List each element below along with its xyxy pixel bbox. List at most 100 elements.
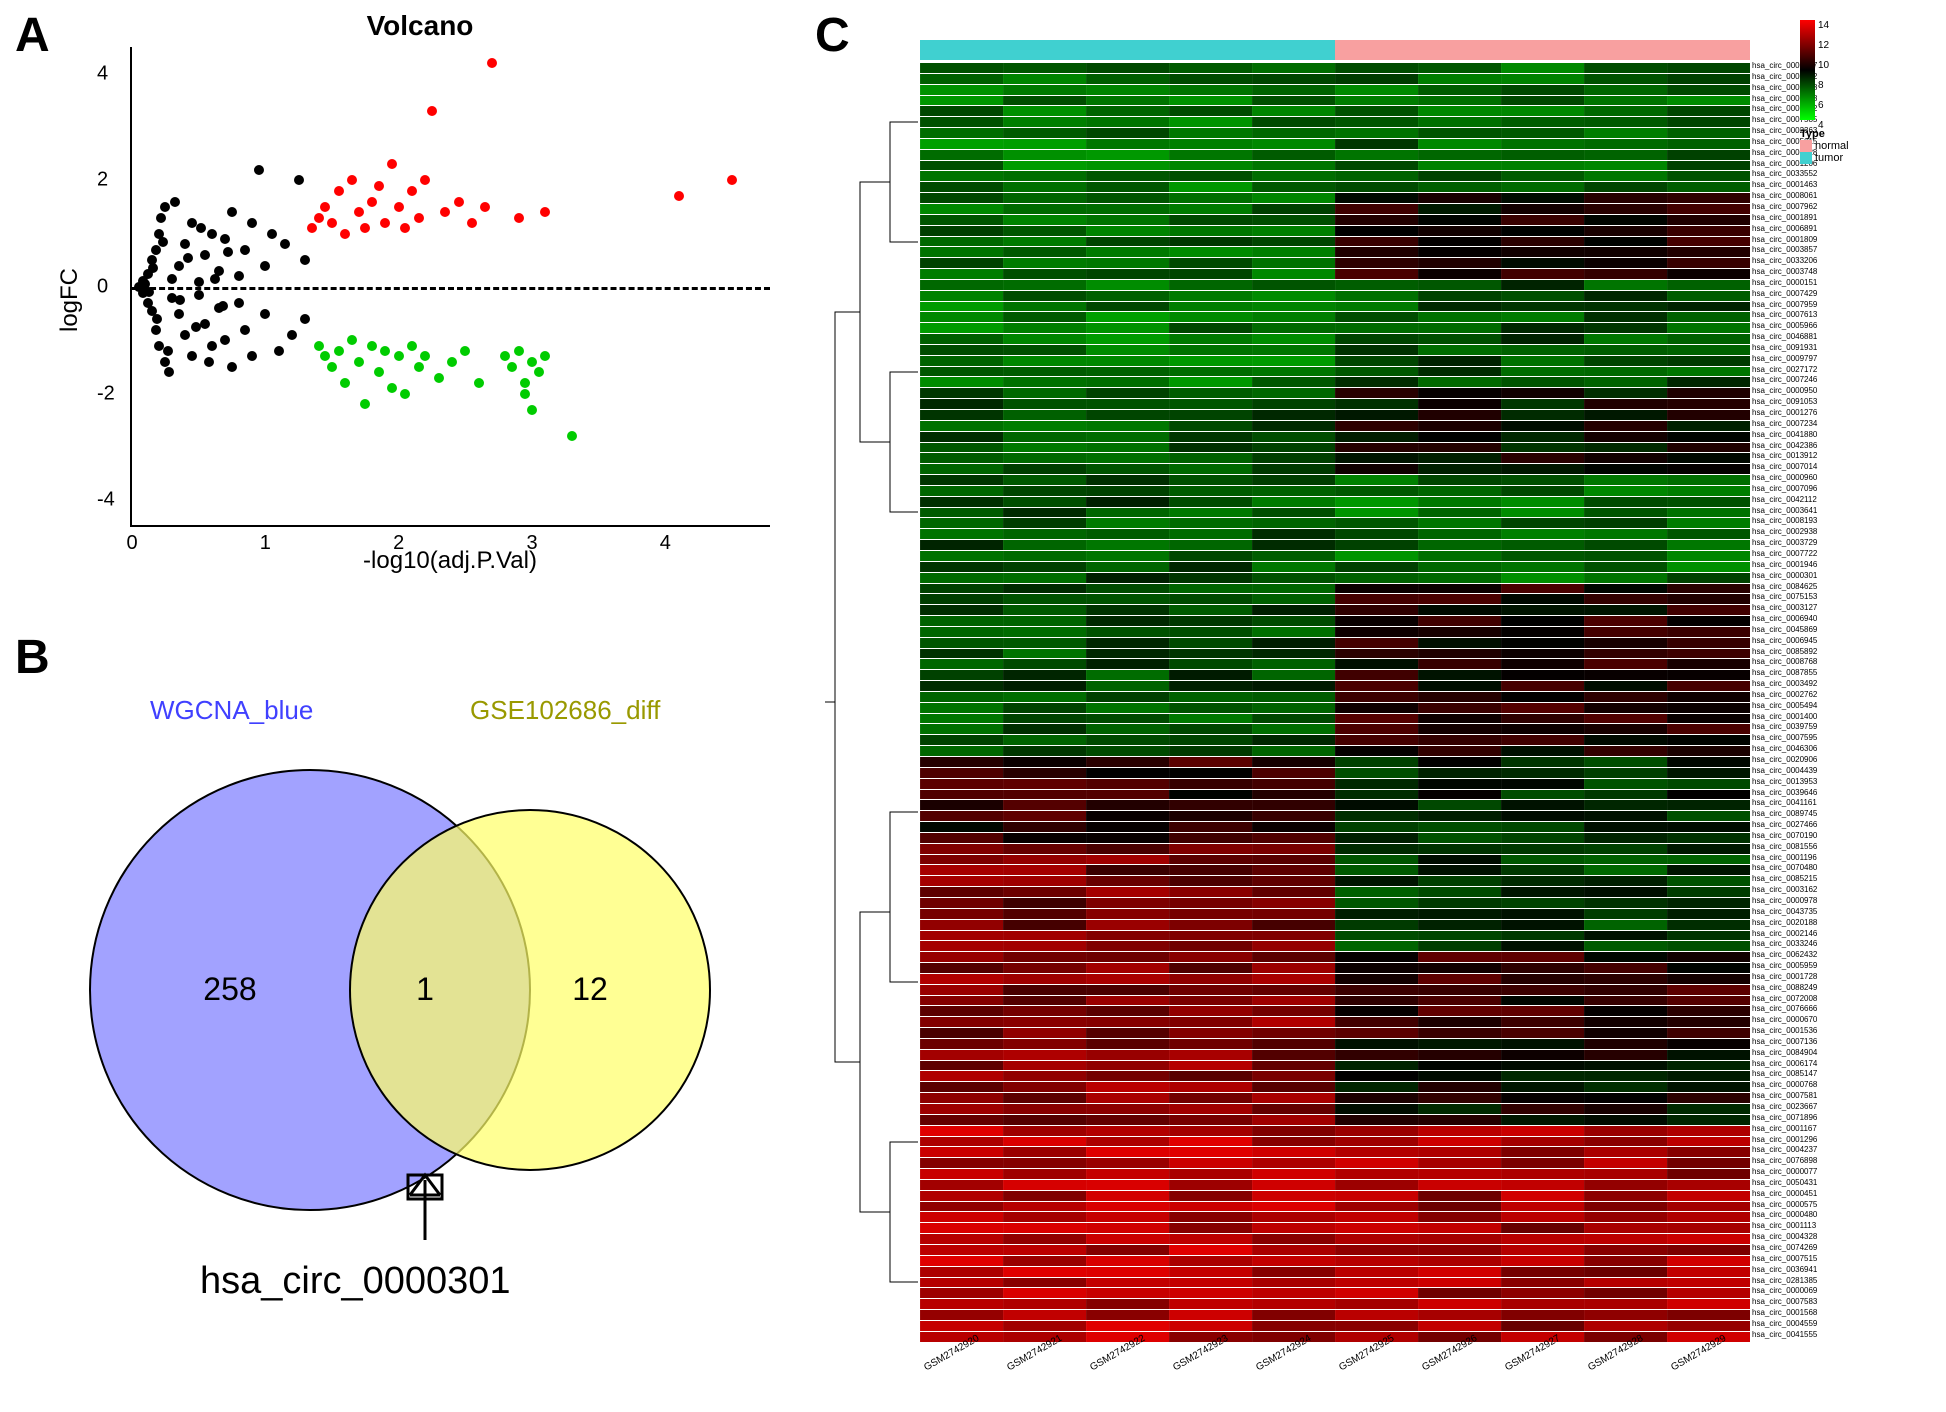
heatmap-cell <box>1086 887 1169 897</box>
heatmap-row <box>920 680 1750 691</box>
volcano-point <box>267 229 277 239</box>
heatmap-row <box>920 1070 1750 1081</box>
heatmap-cell <box>1252 421 1335 431</box>
heatmap-cell <box>1501 963 1584 973</box>
heatmap-cell <box>1584 1310 1667 1320</box>
heatmap-cell <box>1667 258 1750 268</box>
heatmap-cell <box>1086 204 1169 214</box>
row-label: hsa_circ_0075153 <box>1752 593 1882 604</box>
volcano-point <box>280 239 290 249</box>
heatmap-cell <box>1003 985 1086 995</box>
volcano-point <box>240 245 250 255</box>
heatmap-cell <box>1086 562 1169 572</box>
heatmap-cell <box>1252 627 1335 637</box>
heatmap-cell <box>1584 1180 1667 1190</box>
heatmap-cell <box>1252 1310 1335 1320</box>
heatmap-cell <box>1003 779 1086 789</box>
heatmap-cell <box>1169 161 1252 171</box>
row-label: hsa_circ_0001891 <box>1752 214 1882 225</box>
heatmap-cell <box>1252 1245 1335 1255</box>
heatmap-row <box>920 73 1750 84</box>
row-label: hsa_circ_0006945 <box>1752 637 1882 648</box>
y-tick: 2 <box>97 169 108 192</box>
heatmap-cell <box>920 171 1003 181</box>
row-label: hsa_circ_0004559 <box>1752 1320 1882 1331</box>
row-label: hsa_circ_0001536 <box>1752 1027 1882 1038</box>
heatmap-cell <box>1252 790 1335 800</box>
heatmap-cell <box>1169 833 1252 843</box>
heatmap-cell <box>1252 584 1335 594</box>
volcano-point <box>367 197 377 207</box>
heatmap-cell <box>1003 735 1086 745</box>
heatmap-cell <box>920 237 1003 247</box>
row-label: hsa_circ_0006174 <box>1752 1060 1882 1071</box>
heatmap-cell <box>1086 182 1169 192</box>
heatmap-cell <box>1086 1267 1169 1277</box>
heatmap-cell <box>1252 182 1335 192</box>
heatmap-cell <box>1418 1104 1501 1114</box>
heatmap-cell <box>1086 540 1169 550</box>
heatmap-cell <box>1169 1082 1252 1092</box>
heatmap-cell <box>1418 1039 1501 1049</box>
heatmap-row <box>920 713 1750 724</box>
volcano-point <box>174 261 184 271</box>
heatmap-cell <box>1418 605 1501 615</box>
heatmap-cell <box>1584 85 1667 95</box>
heatmap-cell <box>1169 139 1252 149</box>
heatmap-cell <box>1501 237 1584 247</box>
heatmap-cell <box>1086 811 1169 821</box>
heatmap-cell <box>1169 1234 1252 1244</box>
heatmap-cell <box>1252 1288 1335 1298</box>
row-label: hsa_circ_0004439 <box>1752 767 1882 778</box>
heatmap-row <box>920 723 1750 734</box>
heatmap-cell <box>1335 1223 1418 1233</box>
heatmap-cell <box>1003 323 1086 333</box>
heatmap-cell <box>1335 692 1418 702</box>
heatmap-cell <box>1501 193 1584 203</box>
heatmap-cell <box>1501 1147 1584 1157</box>
heatmap-cell <box>1584 1147 1667 1157</box>
color-scale-ticks: 141210864 <box>1818 20 1829 120</box>
volcano-point <box>327 362 337 372</box>
heatmap-cell <box>920 627 1003 637</box>
heatmap-cell <box>1418 139 1501 149</box>
heatmap-cell <box>1003 1093 1086 1103</box>
row-label: hsa_circ_0085215 <box>1752 875 1882 886</box>
heatmap-cell <box>1418 1180 1501 1190</box>
heatmap-cell <box>1003 464 1086 474</box>
heatmap-cell <box>1335 1050 1418 1060</box>
heatmap-cell <box>1667 941 1750 951</box>
heatmap-cell <box>1003 150 1086 160</box>
row-label: hsa_circ_0002938 <box>1752 528 1882 539</box>
heatmap-cell <box>1418 1082 1501 1092</box>
heatmap-cell <box>1086 399 1169 409</box>
heatmap-cell <box>920 421 1003 431</box>
heatmap-cell <box>1086 952 1169 962</box>
heatmap-cell <box>920 453 1003 463</box>
volcano-point <box>387 383 397 393</box>
heatmap-cell <box>1418 746 1501 756</box>
heatmap-row <box>920 799 1750 810</box>
heatmap-cell <box>1003 139 1086 149</box>
heatmap-cell <box>1667 508 1750 518</box>
heatmap-cell <box>920 182 1003 192</box>
heatmap-row <box>920 1222 1750 1233</box>
type-segment <box>1501 40 1584 60</box>
heatmap-cell <box>920 486 1003 496</box>
heatmap-cell <box>1418 833 1501 843</box>
heatmap-cell <box>1501 106 1584 116</box>
heatmap-cell <box>1584 703 1667 713</box>
heatmap-cell <box>1252 302 1335 312</box>
volcano-point <box>151 325 161 335</box>
heatmap-cell <box>1086 1039 1169 1049</box>
row-label: hsa_circ_0007722 <box>1752 550 1882 561</box>
heatmap-cell <box>1252 735 1335 745</box>
heatmap-cell <box>1418 876 1501 886</box>
heatmap-row <box>920 257 1750 268</box>
heatmap-cell <box>1169 464 1252 474</box>
y-tick: -4 <box>97 489 115 512</box>
heatmap-cell <box>1252 247 1335 257</box>
heatmap-cell <box>1003 1310 1086 1320</box>
heatmap-cell <box>1667 692 1750 702</box>
row-label: hsa_circ_0039646 <box>1752 789 1882 800</box>
